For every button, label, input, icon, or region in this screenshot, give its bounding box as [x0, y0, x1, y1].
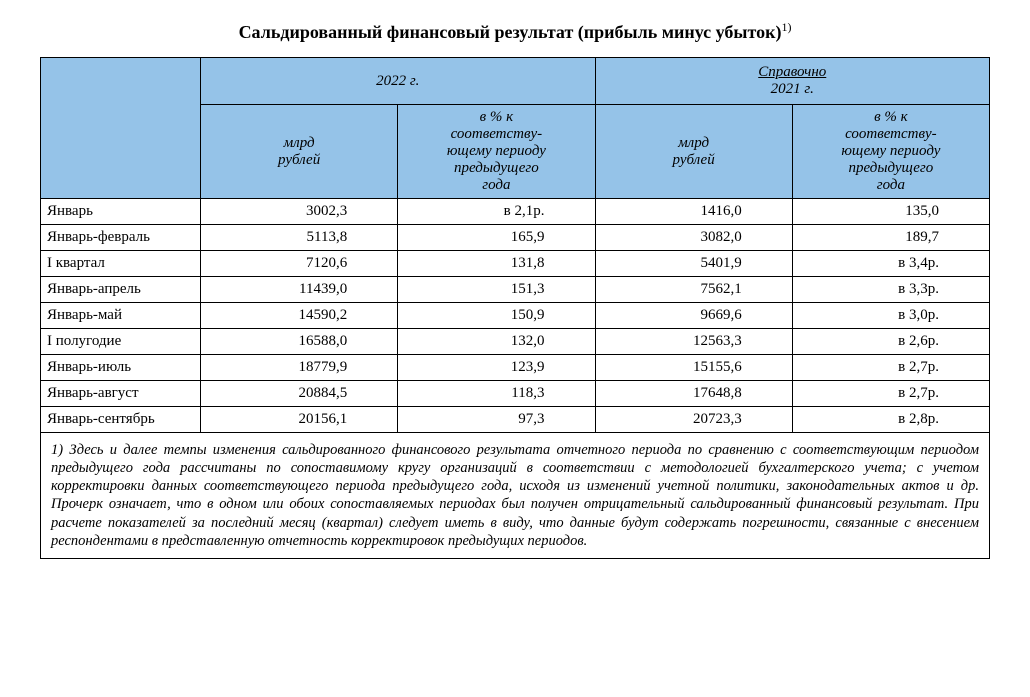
- cell-pct-current: 123,9: [398, 355, 595, 381]
- header-year-prev: Справочно 2021 г.: [595, 58, 990, 105]
- cell-period: Январь-июль: [41, 355, 201, 381]
- cell-pct-prev: в 3,3р.: [792, 277, 989, 303]
- cell-period: I полугодие: [41, 329, 201, 355]
- cell-value-prev: 1416,0: [595, 199, 792, 225]
- header-col-pct-2: в % ксоответству-ющему периодупредыдущег…: [792, 105, 989, 199]
- cell-value-current: 7120,6: [201, 251, 398, 277]
- cell-pct-current: 132,0: [398, 329, 595, 355]
- table-row: Январь-июль18779,9123,915155,6в 2,7р.: [41, 355, 990, 381]
- result-table: 2022 г. Справочно 2021 г. млрдрублей в %…: [40, 57, 990, 559]
- cell-pct-prev: в 2,7р.: [792, 355, 989, 381]
- cell-pct-current: 118,3: [398, 381, 595, 407]
- cell-period: I квартал: [41, 251, 201, 277]
- cell-value-current: 3002,3: [201, 199, 398, 225]
- cell-value-prev: 15155,6: [595, 355, 792, 381]
- title-text: Сальдированный финансовый результат (при…: [239, 22, 782, 42]
- header-year-current: 2022 г.: [201, 58, 596, 105]
- cell-value-current: 18779,9: [201, 355, 398, 381]
- table-row: I полугодие16588,0132,012563,3в 2,6р.: [41, 329, 990, 355]
- cell-value-current: 20884,5: [201, 381, 398, 407]
- cell-pct-prev: в 3,0р.: [792, 303, 989, 329]
- cell-value-current: 20156,1: [201, 407, 398, 433]
- page-title: Сальдированный финансовый результат (при…: [40, 20, 990, 43]
- header-col-value-1: млрдрублей: [201, 105, 398, 199]
- cell-pct-prev: в 2,6р.: [792, 329, 989, 355]
- header-col-pct-1: в % ксоответству-ющему периодупредыдущег…: [398, 105, 595, 199]
- cell-pct-prev: 189,7: [792, 225, 989, 251]
- footnote: 1) Здесь и далее темпы изменения сальдир…: [41, 433, 990, 559]
- cell-pct-current: 151,3: [398, 277, 595, 303]
- cell-period: Январь: [41, 199, 201, 225]
- table-body: Январь3002,3в 2,1р.1416,0135,0Январь-фев…: [41, 199, 990, 433]
- cell-value-current: 5113,8: [201, 225, 398, 251]
- cell-pct-current: 97,3: [398, 407, 595, 433]
- cell-value-prev: 5401,9: [595, 251, 792, 277]
- cell-value-prev: 12563,3: [595, 329, 792, 355]
- header-col-value-2: млрдрублей: [595, 105, 792, 199]
- cell-pct-current: 131,8: [398, 251, 595, 277]
- cell-pct-prev: 135,0: [792, 199, 989, 225]
- cell-value-prev: 9669,6: [595, 303, 792, 329]
- table-row: Январь-май14590,2150,99669,6в 3,0р.: [41, 303, 990, 329]
- cell-value-prev: 17648,8: [595, 381, 792, 407]
- cell-period: Январь-сентябрь: [41, 407, 201, 433]
- cell-pct-prev: в 2,8р.: [792, 407, 989, 433]
- cell-pct-current: 150,9: [398, 303, 595, 329]
- table-row: Январь3002,3в 2,1р.1416,0135,0: [41, 199, 990, 225]
- cell-value-current: 11439,0: [201, 277, 398, 303]
- header-period-blank: [41, 58, 201, 199]
- title-sup: 1): [781, 20, 791, 34]
- cell-pct-current: в 2,1р.: [398, 199, 595, 225]
- cell-value-prev: 3082,0: [595, 225, 792, 251]
- cell-value-current: 14590,2: [201, 303, 398, 329]
- cell-period: Январь-февраль: [41, 225, 201, 251]
- table-row: Январь-август20884,5118,317648,8в 2,7р.: [41, 381, 990, 407]
- cell-period: Январь-август: [41, 381, 201, 407]
- cell-pct-prev: в 2,7р.: [792, 381, 989, 407]
- header-ref-label: Справочно: [758, 64, 826, 80]
- cell-value-current: 16588,0: [201, 329, 398, 355]
- cell-pct-current: 165,9: [398, 225, 595, 251]
- cell-period: Январь-май: [41, 303, 201, 329]
- cell-value-prev: 20723,3: [595, 407, 792, 433]
- cell-period: Январь-апрель: [41, 277, 201, 303]
- table-row: Январь-сентябрь20156,197,320723,3в 2,8р.: [41, 407, 990, 433]
- table-row: Январь-апрель11439,0151,37562,1в 3,3р.: [41, 277, 990, 303]
- cell-pct-prev: в 3,4р.: [792, 251, 989, 277]
- header-prev-year: 2021 г.: [771, 81, 814, 97]
- table-row: I квартал7120,6131,85401,9в 3,4р.: [41, 251, 990, 277]
- cell-value-prev: 7562,1: [595, 277, 792, 303]
- table-row: Январь-февраль5113,8165,93082,0189,7: [41, 225, 990, 251]
